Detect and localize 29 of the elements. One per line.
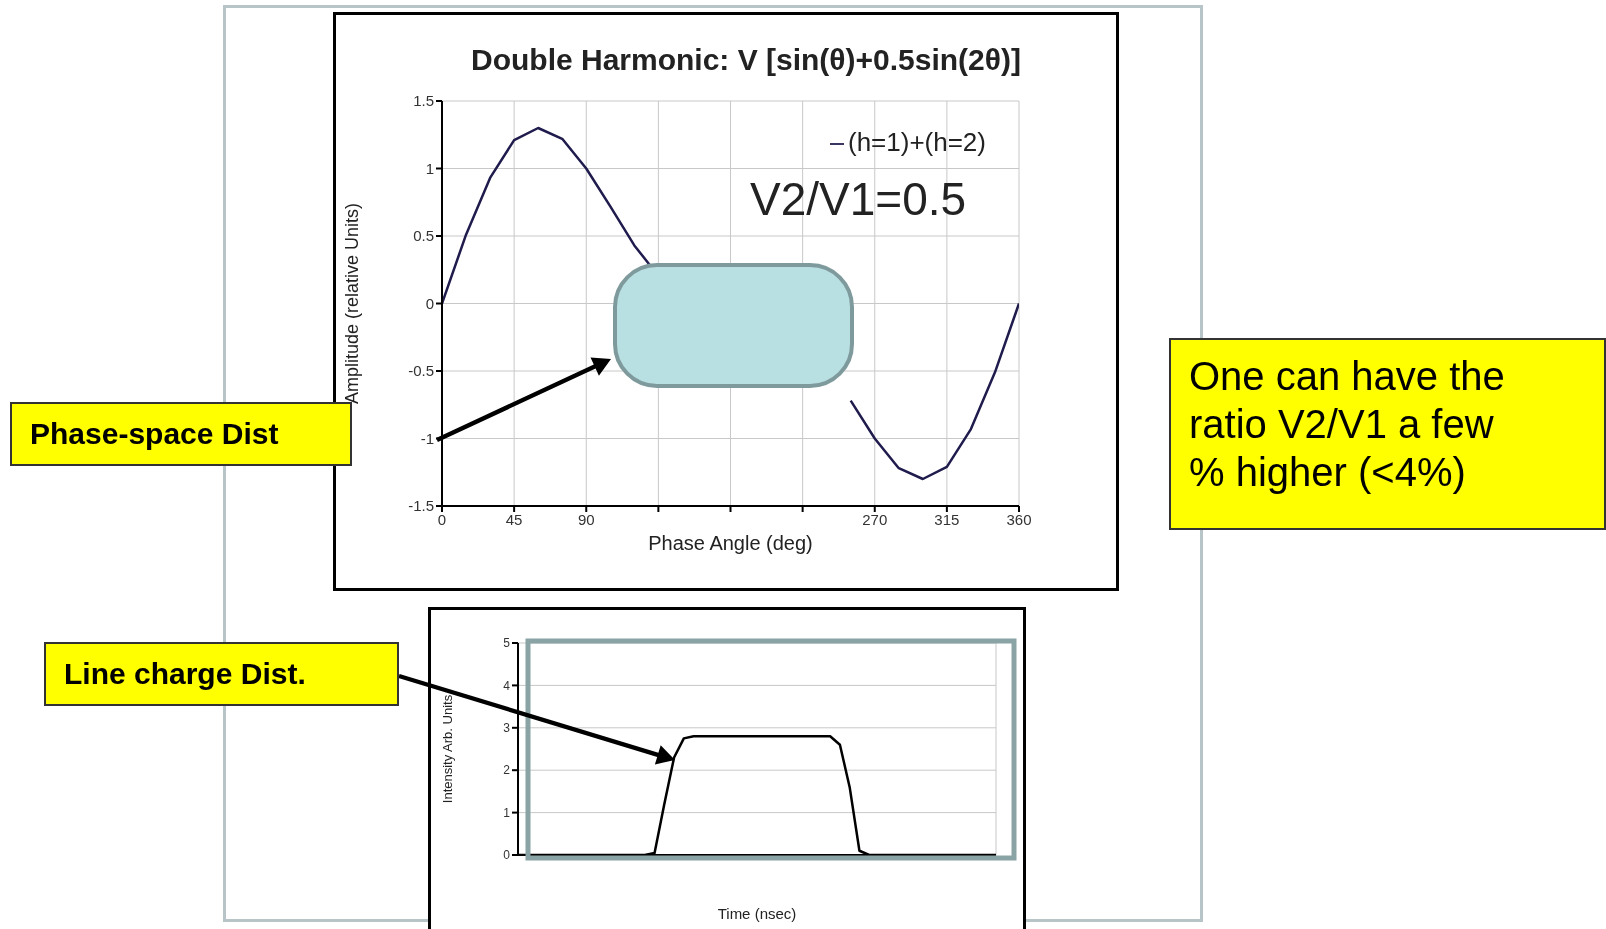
chart-title: Double Harmonic: V [sin(θ)+0.5sin(2θ)] xyxy=(470,43,1022,77)
x-tick-label: 45 xyxy=(505,510,523,528)
y-tick-label: 2 xyxy=(503,763,511,778)
x-tick-label: 0 xyxy=(437,510,447,528)
x-tick-label: 360 xyxy=(1006,510,1032,528)
text: Line charge Dist. xyxy=(44,642,399,706)
y-tick-label: -0.5 xyxy=(408,362,434,380)
y-tick-label: 0.5 xyxy=(413,227,434,245)
x-axis-title: Phase Angle (deg) xyxy=(648,532,813,554)
legend-label: (h=1)+(h=2) xyxy=(847,127,986,157)
y-tick-label: 3 xyxy=(503,721,511,736)
text: Phase-space Dist xyxy=(30,417,279,450)
y-tick-label: 0 xyxy=(503,848,511,863)
y-tick-label: 5 xyxy=(503,636,511,651)
y-tick-label: 0 xyxy=(425,294,434,312)
x-tick-label: 270 xyxy=(862,510,888,528)
y-tick-label: 1.5 xyxy=(413,92,434,110)
y-tick-label: 4 xyxy=(503,678,511,693)
x-axis-title: Time (nsec) xyxy=(717,905,797,922)
y-tick-label: 1 xyxy=(503,805,511,820)
y-tick-label: 1 xyxy=(425,159,434,177)
annotation: V2/V1=0.5 xyxy=(750,172,967,226)
y-tick-label: -1.5 xyxy=(408,497,434,515)
y-axis-title: Intensity Arb. Units xyxy=(439,694,455,804)
x-tick-label: 315 xyxy=(934,510,960,528)
y-axis-title: Amplitude (relative Units) xyxy=(342,202,363,405)
text: One can have the ratio V2/V1 a few % higher (<4%) xyxy=(1169,338,1606,530)
x-tick-label: 90 xyxy=(577,510,595,528)
y-tick-label: -1 xyxy=(420,429,434,447)
